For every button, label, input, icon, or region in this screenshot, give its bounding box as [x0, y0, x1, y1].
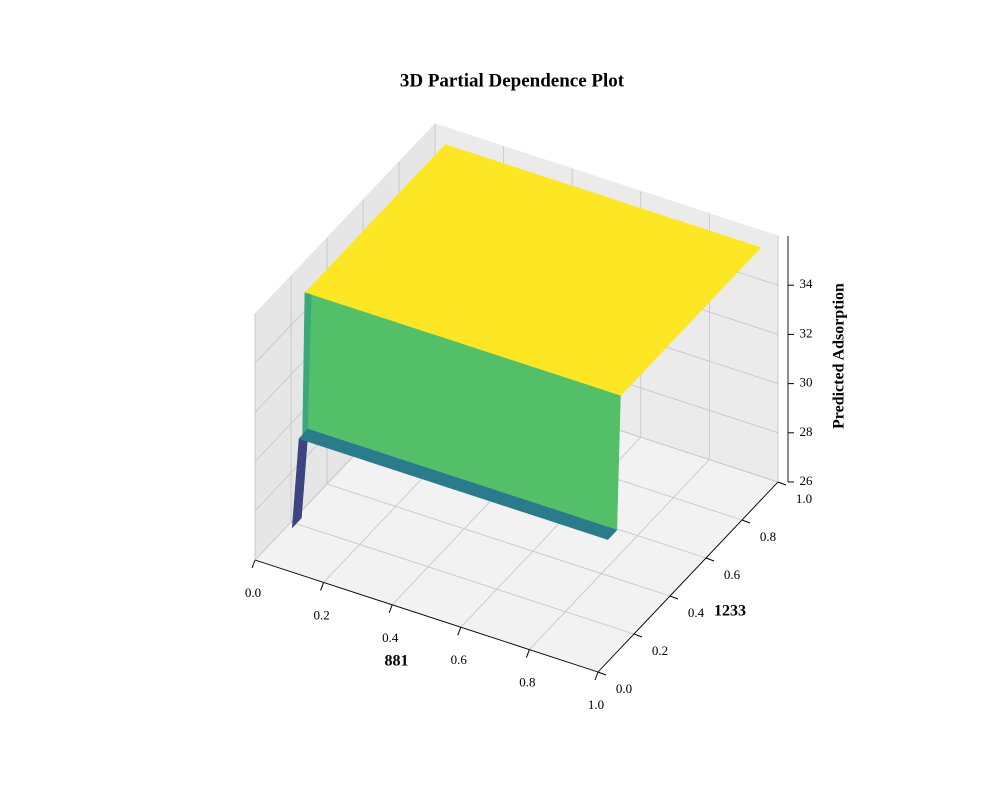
z-tick-label: 28 [800, 424, 813, 439]
surface-facet [462, 344, 501, 492]
y-tick [633, 633, 643, 638]
z-tick-label: 32 [800, 325, 813, 340]
x-tick [525, 649, 530, 658]
x-tick-label: 0.2 [313, 607, 329, 622]
x-tick [320, 582, 325, 591]
x-tick [388, 604, 393, 613]
z-tick-label: 30 [800, 375, 813, 390]
surface-facet [555, 512, 618, 540]
x-axis-label: 881 [385, 653, 409, 670]
y-tick-label: 1.0 [796, 491, 812, 506]
y-tick [597, 671, 607, 676]
x-axis-line [254, 559, 599, 673]
z-tick-label: 34 [800, 276, 814, 291]
y-axis-label: 1233 [714, 603, 746, 620]
y-tick [777, 481, 787, 486]
y-tick [669, 595, 679, 600]
chart-title: 3D Partial Dependence Plot [400, 70, 625, 91]
surface-facet [324, 300, 364, 447]
y-tick-label: 0.8 [760, 529, 776, 544]
y-tick [741, 519, 751, 524]
z-axis-label: Predicted Adsorption [831, 283, 848, 429]
x-tick-label: 0.4 [382, 630, 399, 645]
z-tick-label: 26 [800, 473, 814, 488]
surface-facet [427, 333, 467, 481]
surface-facet [496, 356, 536, 503]
y-tick [705, 557, 715, 562]
x-tick-label: 0.8 [519, 675, 535, 690]
x-tick-label: 1.0 [588, 697, 604, 712]
y-tick-label: 0.2 [652, 643, 668, 658]
surface-facet [359, 311, 398, 458]
surface-facet [565, 378, 621, 531]
x-tick [594, 671, 599, 681]
x-tick-label: 0.6 [451, 652, 468, 667]
y-axis-line [597, 481, 779, 673]
x-tick [457, 627, 462, 636]
x-tick-label: 0.0 [245, 585, 261, 600]
surface-facet [393, 322, 433, 469]
y-tick-label: 0.4 [688, 605, 705, 620]
surface-facet [530, 367, 570, 514]
x-tick [251, 559, 256, 569]
y-tick-label: 0.0 [616, 681, 632, 696]
y-tick-label: 0.6 [724, 567, 741, 582]
